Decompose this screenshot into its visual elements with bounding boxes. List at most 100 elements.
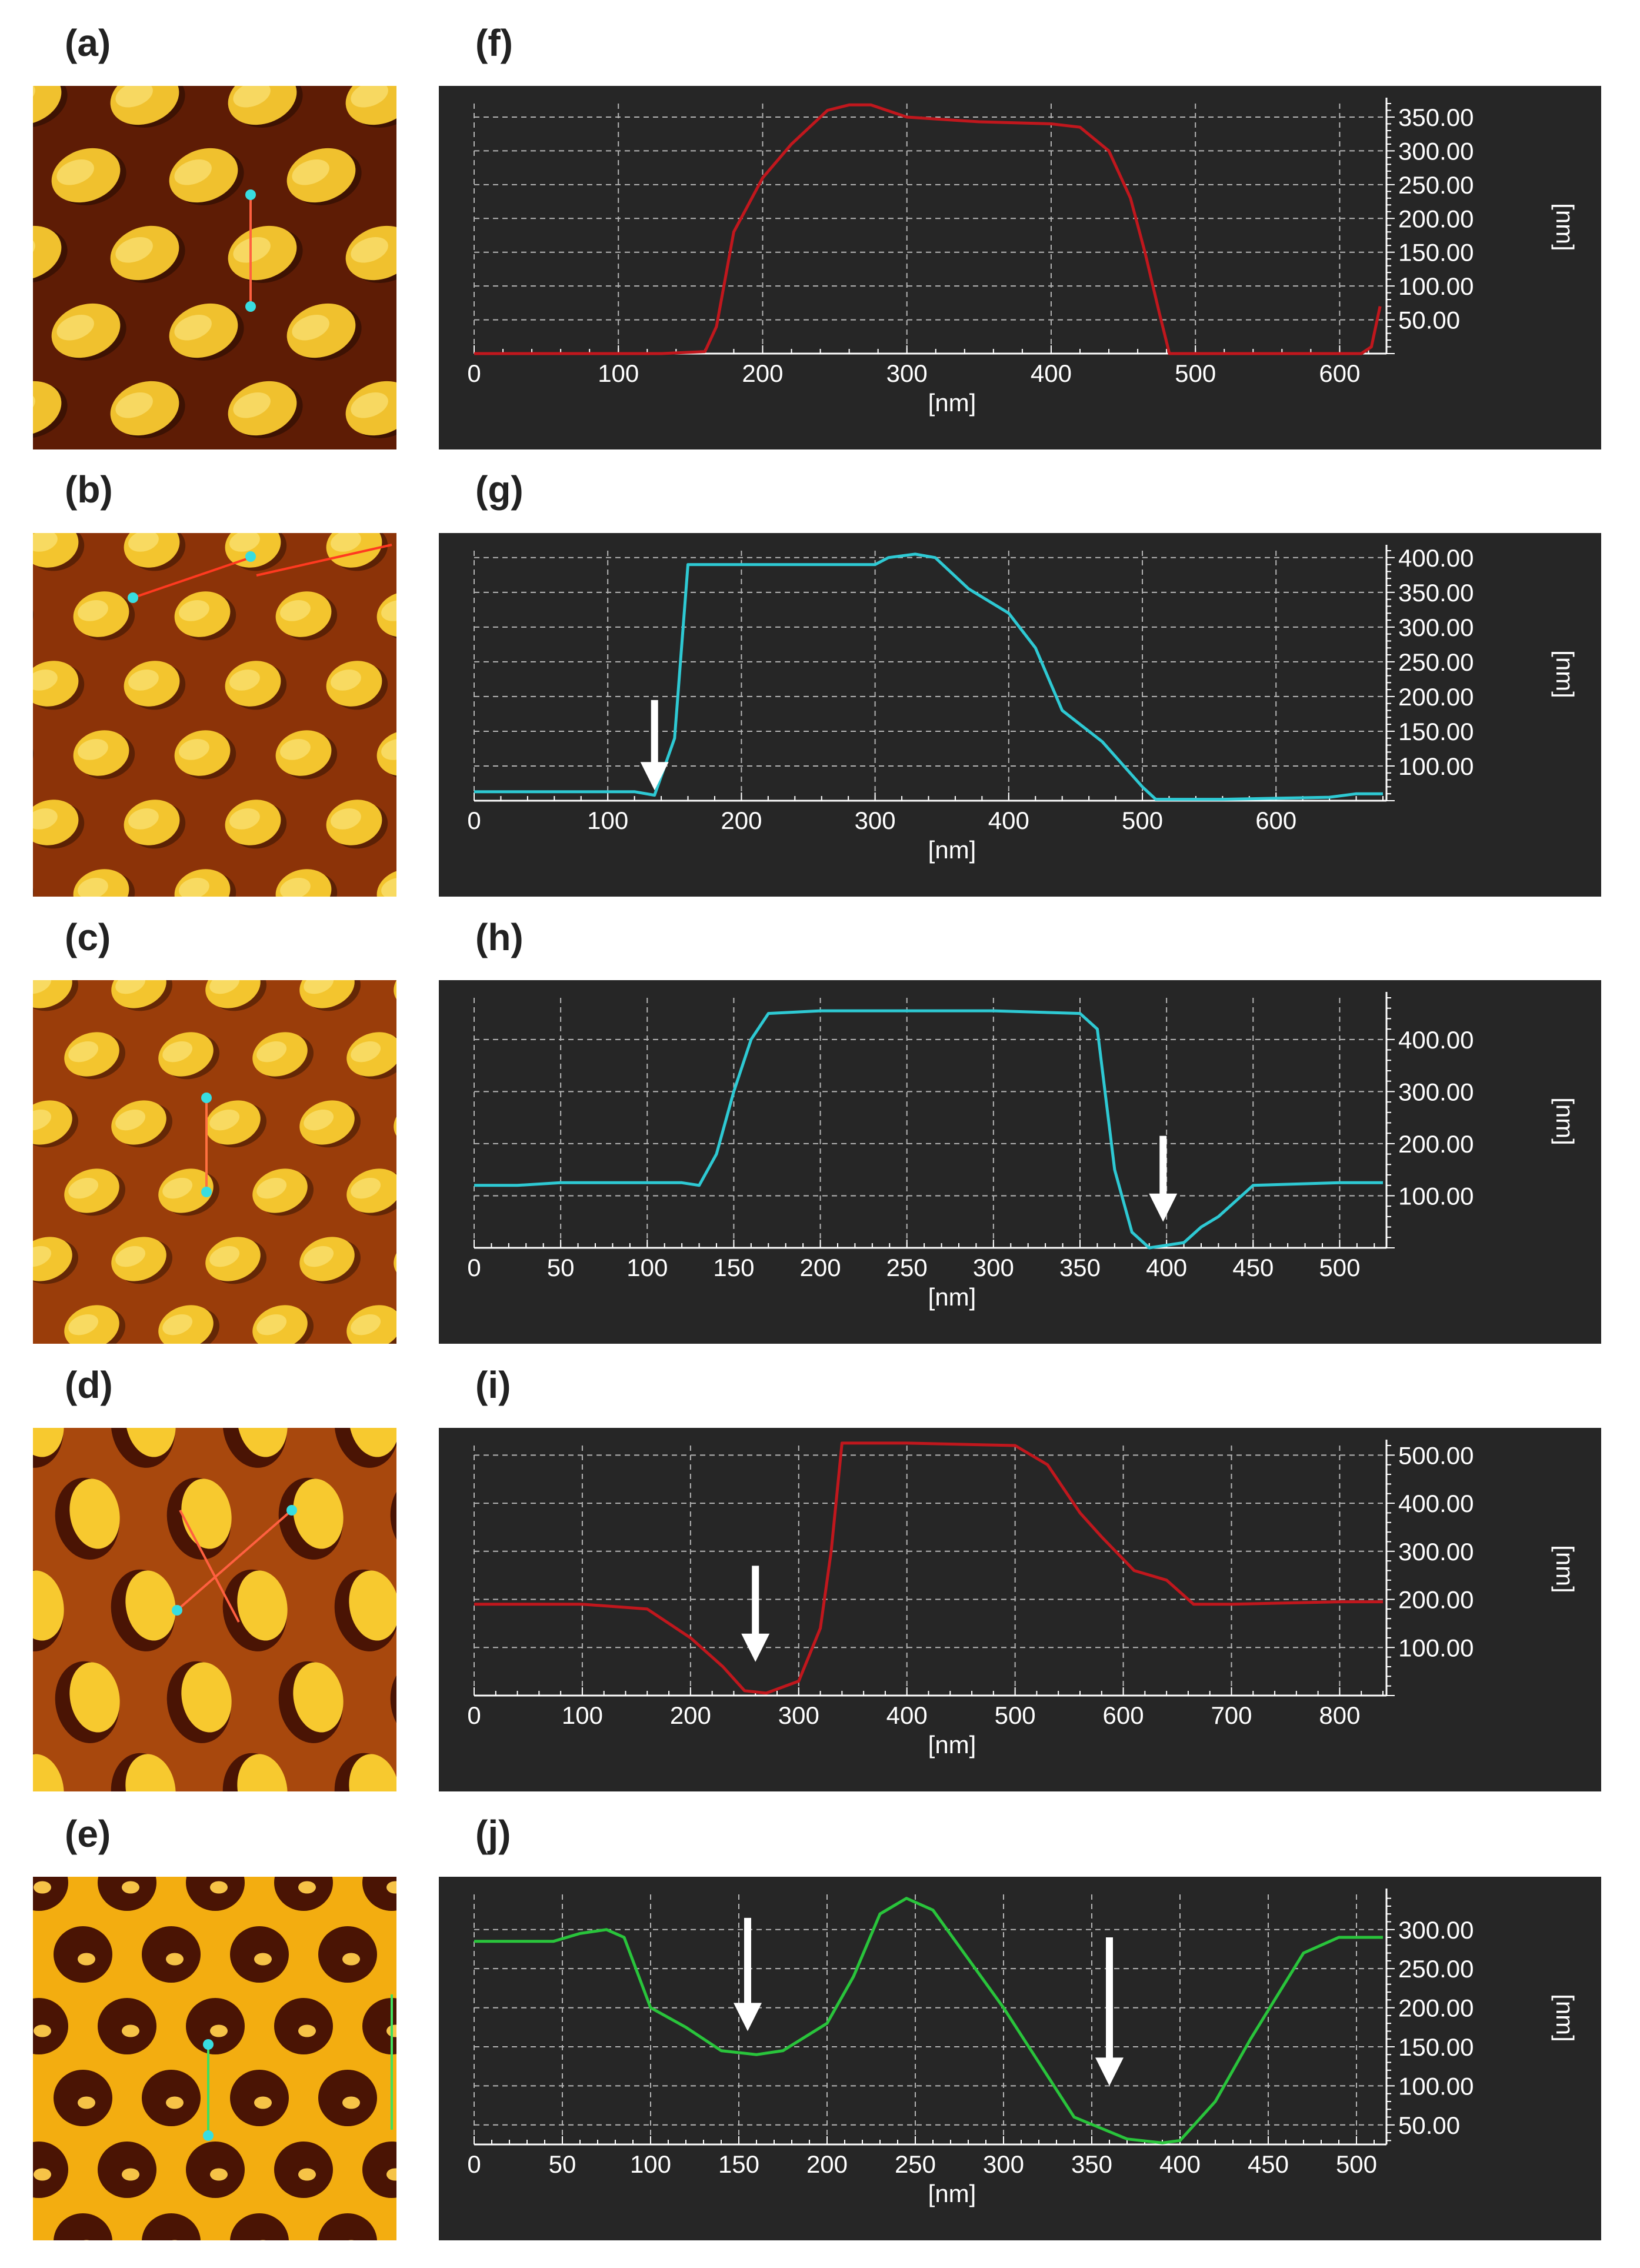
afm-feature	[174, 591, 236, 641]
x-tick-label: 250	[895, 2150, 936, 2178]
afm-nanodot-highlight	[33, 1245, 52, 1267]
afm-nanodot-highlight	[56, 159, 94, 185]
afm-nanodot	[326, 800, 382, 845]
panel-label-a: (a)	[65, 22, 111, 64]
y-tick-label: 400.00	[1398, 544, 1474, 572]
afm-nanodot	[33, 1754, 64, 1791]
x-tick-label: 200	[670, 1701, 711, 1729]
x-tick-label: 300	[973, 1254, 1014, 1281]
afm-feature	[142, 2070, 201, 2126]
afm-nanodot-highlight	[179, 878, 209, 897]
afm-nanodot	[299, 980, 355, 1008]
afm-pit-center	[298, 2024, 316, 2037]
afm-nanodot	[345, 381, 396, 436]
afm-nanodot	[225, 661, 281, 707]
afm-feature	[111, 1237, 173, 1284]
x-tick-label: 600	[1255, 807, 1296, 834]
annotation-arrow-head	[741, 1633, 770, 1662]
afm-feature	[98, 2142, 156, 2198]
afm-nanodot	[349, 1570, 396, 1641]
y-tick-label: 100.00	[1398, 1182, 1474, 1210]
profile-line	[474, 1441, 1383, 1695]
y-tick-label: 300.00	[1398, 614, 1474, 641]
y-tick-label: 200.00	[1398, 1130, 1474, 1158]
y-tick-label: 350.00	[1398, 579, 1474, 607]
afm-feature	[166, 1477, 232, 1560]
afm-feature	[345, 225, 396, 283]
afm-feature	[33, 1753, 64, 1791]
afm-feature	[286, 148, 362, 205]
afm-nanodot	[51, 303, 121, 358]
afm-nanodot	[275, 869, 332, 897]
afm-pit-center	[254, 2096, 272, 2109]
afm-feature	[186, 1998, 245, 2054]
afm-nanodot-highlight	[68, 1177, 99, 1199]
afm-nanodot-highlight	[115, 1245, 146, 1267]
afm-nanodot	[205, 1237, 261, 1281]
afm-pit-center	[342, 2096, 360, 2109]
y-tick-label: 100.00	[1398, 1634, 1474, 1661]
afm-nanodot	[376, 730, 396, 776]
afm-pit	[230, 2213, 289, 2240]
x-tick-label: 200	[721, 807, 762, 834]
afm-pit	[54, 2213, 112, 2240]
afm-feature	[64, 1305, 126, 1344]
x-tick-label: 50	[547, 1254, 575, 1281]
x-tick-label: 350	[1059, 1254, 1101, 1281]
afm-nanodot-highlight	[381, 739, 396, 760]
afm-feature	[110, 381, 185, 438]
annotation-arrow-head	[640, 762, 669, 791]
afm-feature	[33, 800, 85, 849]
afm-pit-center	[342, 1953, 360, 1966]
afm-scan-marker	[245, 301, 256, 312]
height-profile-chart-i: 0 100 200 300 400 500 600 700 800 [nm] 100.00 200.0…	[439, 1428, 1601, 1791]
afm-pit-center	[78, 1953, 95, 1966]
annotation-arrow-head	[1095, 2057, 1124, 2086]
afm-nanodot	[33, 800, 79, 845]
afm-nanodot-highlight	[128, 670, 159, 691]
panel-label-d: (d)	[65, 1364, 113, 1406]
annotation-arrow-head	[734, 2003, 762, 2031]
afm-feature	[124, 661, 186, 710]
afm-pit-center	[34, 2168, 51, 2181]
afm-pit-center	[166, 2096, 184, 2109]
x-tick-label: 300	[983, 2150, 1024, 2178]
x-tick-label: 400	[988, 807, 1029, 834]
panel-label-g: (g)	[475, 468, 524, 511]
afm-feature	[362, 2142, 396, 2198]
y-tick-label: 350.00	[1398, 104, 1474, 131]
afm-nanodot-highlight	[331, 808, 361, 830]
y-axis-label: [nm]	[1551, 1545, 1579, 1593]
afm-pit-center	[386, 2168, 396, 2181]
y-tick-label: 200.00	[1398, 1586, 1474, 1614]
afm-feature	[111, 1569, 176, 1651]
x-tick-label: 400	[886, 1701, 928, 1729]
x-tick-label: 0	[467, 2150, 481, 2178]
panel-label-i: (i)	[475, 1364, 511, 1406]
afm-feature	[252, 1305, 314, 1344]
afm-image-a	[33, 86, 396, 449]
afm-nanodot	[169, 148, 238, 203]
x-tick-label: 250	[886, 1254, 928, 1281]
afm-feature	[33, 1428, 64, 1468]
afm-feature	[174, 730, 236, 780]
afm-nanodot-highlight	[174, 159, 212, 185]
x-axis-label: [nm]	[928, 2180, 976, 2207]
afm-feature	[334, 1428, 396, 1468]
afm-nanodot	[69, 1662, 120, 1733]
afm-nanodot-highlight	[280, 878, 311, 897]
y-tick-label: 400.00	[1398, 1026, 1474, 1054]
afm-nanodot	[33, 533, 79, 568]
afm-scan-marker	[201, 1093, 212, 1103]
afm-secondary-scan-line	[256, 544, 392, 577]
afm-feature	[169, 148, 244, 205]
afm-nanodot	[33, 1570, 64, 1641]
afm-feature	[158, 1305, 220, 1344]
afm-nanodot	[275, 591, 332, 637]
afm-feature	[73, 730, 135, 780]
afm-image-b	[33, 533, 396, 897]
afm-feature	[54, 2070, 112, 2126]
afm-feature	[64, 1168, 126, 1216]
afm-feature	[33, 1237, 79, 1284]
afm-feature	[166, 1661, 232, 1743]
